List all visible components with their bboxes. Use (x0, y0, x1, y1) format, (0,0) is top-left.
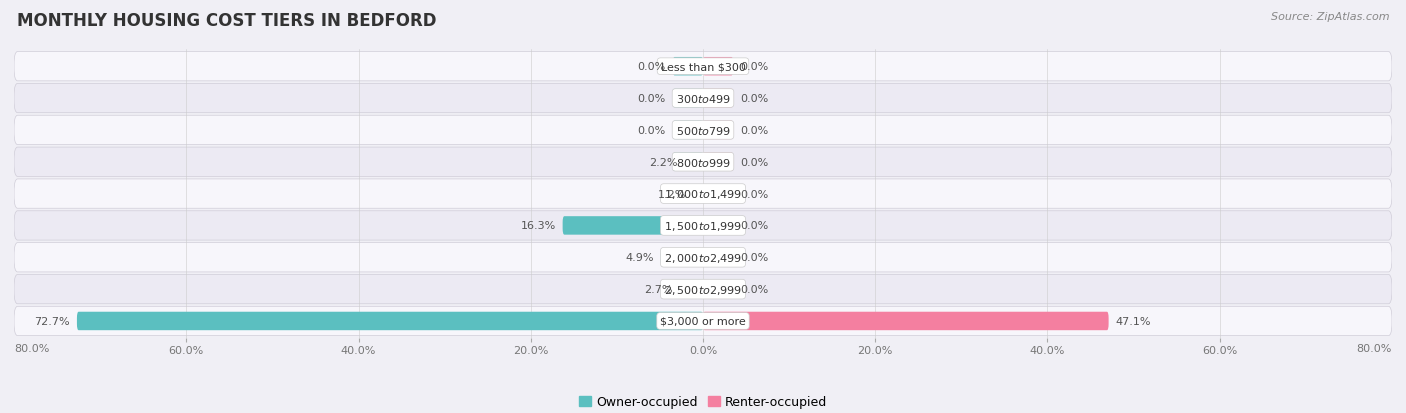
FancyBboxPatch shape (703, 121, 733, 140)
FancyBboxPatch shape (673, 90, 703, 108)
Text: 0.0%: 0.0% (740, 189, 768, 199)
FancyBboxPatch shape (77, 312, 703, 330)
Text: 0.0%: 0.0% (740, 221, 768, 231)
Text: 0.0%: 0.0% (740, 157, 768, 167)
Text: 0.0%: 0.0% (740, 126, 768, 135)
Text: MONTHLY HOUSING COST TIERS IN BEDFORD: MONTHLY HOUSING COST TIERS IN BEDFORD (17, 12, 436, 30)
FancyBboxPatch shape (703, 58, 733, 76)
Text: $2,500 to $2,999: $2,500 to $2,999 (664, 283, 742, 296)
Text: $300 to $499: $300 to $499 (675, 93, 731, 105)
Text: 0.0%: 0.0% (740, 253, 768, 263)
FancyBboxPatch shape (673, 153, 703, 171)
FancyBboxPatch shape (562, 217, 703, 235)
Text: 0.0%: 0.0% (638, 94, 666, 104)
Text: 0.0%: 0.0% (638, 126, 666, 135)
FancyBboxPatch shape (703, 249, 733, 267)
FancyBboxPatch shape (14, 52, 1392, 82)
FancyBboxPatch shape (673, 185, 703, 203)
FancyBboxPatch shape (14, 84, 1392, 114)
Text: Source: ZipAtlas.com: Source: ZipAtlas.com (1271, 12, 1389, 22)
Legend: Owner-occupied, Renter-occupied: Owner-occupied, Renter-occupied (574, 390, 832, 413)
Text: $2,000 to $2,499: $2,000 to $2,499 (664, 251, 742, 264)
FancyBboxPatch shape (673, 58, 703, 76)
Text: 80.0%: 80.0% (1357, 344, 1392, 354)
FancyBboxPatch shape (673, 280, 703, 299)
Text: $800 to $999: $800 to $999 (675, 157, 731, 169)
Text: 0.0%: 0.0% (638, 62, 666, 72)
FancyBboxPatch shape (14, 275, 1392, 304)
FancyBboxPatch shape (703, 312, 1108, 330)
FancyBboxPatch shape (703, 185, 733, 203)
FancyBboxPatch shape (673, 121, 703, 140)
FancyBboxPatch shape (14, 306, 1392, 336)
Text: $1,500 to $1,999: $1,500 to $1,999 (664, 219, 742, 233)
Text: 2.2%: 2.2% (648, 157, 678, 167)
FancyBboxPatch shape (14, 116, 1392, 145)
FancyBboxPatch shape (703, 217, 733, 235)
FancyBboxPatch shape (14, 148, 1392, 177)
Text: 1.2%: 1.2% (658, 189, 686, 199)
Text: 0.0%: 0.0% (740, 285, 768, 294)
Text: $3,000 or more: $3,000 or more (661, 316, 745, 326)
Text: 4.9%: 4.9% (626, 253, 654, 263)
Text: 80.0%: 80.0% (14, 344, 49, 354)
FancyBboxPatch shape (703, 90, 733, 108)
Text: $1,000 to $1,499: $1,000 to $1,499 (664, 188, 742, 201)
FancyBboxPatch shape (661, 249, 703, 267)
Text: 0.0%: 0.0% (740, 94, 768, 104)
Text: $500 to $799: $500 to $799 (675, 125, 731, 137)
Text: 47.1%: 47.1% (1115, 316, 1152, 326)
Text: 16.3%: 16.3% (520, 221, 555, 231)
FancyBboxPatch shape (703, 153, 733, 171)
Text: Less than $300: Less than $300 (661, 62, 745, 72)
FancyBboxPatch shape (14, 243, 1392, 272)
FancyBboxPatch shape (703, 280, 733, 299)
Text: 0.0%: 0.0% (740, 62, 768, 72)
FancyBboxPatch shape (14, 211, 1392, 240)
FancyBboxPatch shape (14, 180, 1392, 209)
Text: 2.7%: 2.7% (644, 285, 673, 294)
Text: 72.7%: 72.7% (34, 316, 70, 326)
